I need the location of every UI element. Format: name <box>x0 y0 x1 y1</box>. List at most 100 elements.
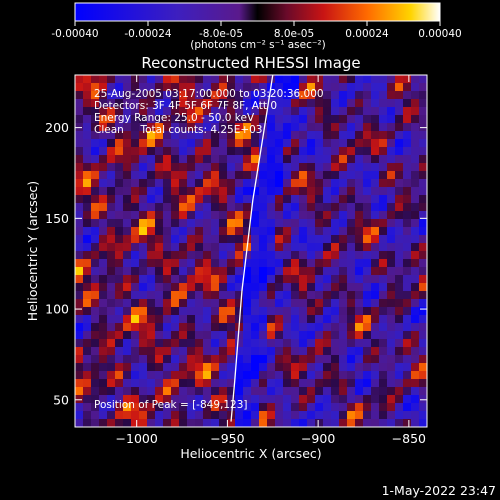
heatmap-cell <box>227 395 236 404</box>
heatmap-cell <box>355 283 364 292</box>
heatmap-cell <box>235 299 244 308</box>
heatmap-cell <box>243 227 252 236</box>
heatmap-cell <box>259 403 268 412</box>
heatmap-cell <box>163 243 172 252</box>
heatmap-cell <box>339 179 348 188</box>
heatmap-cell <box>155 139 164 148</box>
heatmap-cell <box>387 115 396 124</box>
heatmap-cell <box>299 243 308 252</box>
heatmap-cell <box>259 267 268 276</box>
heatmap-cell <box>235 171 244 180</box>
heatmap-cell <box>243 323 252 332</box>
heatmap-cell <box>195 163 204 172</box>
heatmap-cell <box>307 347 316 356</box>
heatmap-cell <box>99 227 108 236</box>
heatmap-cell <box>419 131 427 140</box>
heatmap-cell <box>291 131 300 140</box>
heatmap-cell <box>355 147 364 156</box>
heatmap-cell <box>211 171 220 180</box>
heatmap-cell <box>251 139 260 148</box>
heatmap-cell <box>339 171 348 180</box>
heatmap-cell <box>163 83 172 92</box>
heatmap-cell <box>347 355 356 364</box>
heatmap-cell <box>331 395 340 404</box>
heatmap-cell <box>283 291 292 300</box>
heatmap-cell <box>203 211 212 220</box>
heatmap-cell <box>419 411 427 420</box>
heatmap-cell <box>243 331 252 340</box>
heatmap-cell <box>323 99 332 108</box>
heatmap-cell <box>371 227 380 236</box>
heatmap-cell <box>227 219 236 228</box>
heatmap-cell <box>323 243 332 252</box>
heatmap-cell <box>403 299 412 308</box>
heatmap-cell <box>99 219 108 228</box>
heatmap-cell <box>163 179 172 188</box>
heatmap-cell <box>267 131 276 140</box>
heatmap-cell <box>387 195 396 204</box>
colorbar-units: (photons cm⁻² s⁻¹ asec⁻²) <box>190 39 325 51</box>
heatmap-cell <box>419 315 427 324</box>
heatmap-cell <box>363 419 372 427</box>
heatmap-cell <box>283 315 292 324</box>
heatmap-cell <box>315 195 324 204</box>
heatmap-cell <box>131 307 140 316</box>
heatmap-cell <box>203 75 212 84</box>
heatmap-cell <box>283 163 292 172</box>
heatmap-cell <box>363 411 372 420</box>
heatmap-cell <box>275 323 284 332</box>
heatmap-cell <box>355 187 364 196</box>
heatmap-cell <box>179 195 188 204</box>
heatmap-cell <box>83 107 92 116</box>
heatmap-cell <box>235 163 244 172</box>
heatmap-cell <box>75 251 84 260</box>
heatmap-cell <box>227 267 236 276</box>
heatmap-cell <box>347 211 356 220</box>
heatmap-cell <box>283 411 292 420</box>
heatmap-cell <box>235 75 244 84</box>
heatmap-cell <box>299 379 308 388</box>
heatmap-cell <box>91 99 100 108</box>
heatmap-cell <box>131 195 140 204</box>
heatmap-cell <box>347 123 356 132</box>
heatmap-cell <box>187 211 196 220</box>
heatmap-cell <box>291 171 300 180</box>
heatmap-cell <box>187 379 196 388</box>
heatmap-cell <box>139 115 148 124</box>
heatmap-cell <box>83 291 92 300</box>
heatmap-cell <box>363 155 372 164</box>
heatmap-cell <box>283 371 292 380</box>
heatmap-cell <box>395 75 404 84</box>
heatmap-cell <box>355 395 364 404</box>
heatmap-cell <box>187 371 196 380</box>
heatmap-cell <box>307 259 316 268</box>
y-axis-label: Heliocentric Y (arcsec) <box>25 181 40 321</box>
heatmap-cell <box>411 251 420 260</box>
heatmap-cell <box>91 171 100 180</box>
heatmap-cell <box>339 147 348 156</box>
heatmap-cell <box>419 107 427 116</box>
heatmap-cell <box>107 363 116 372</box>
heatmap-cell <box>307 203 316 212</box>
heatmap-cell <box>299 171 308 180</box>
heatmap-cell <box>163 171 172 180</box>
heatmap-cell <box>315 283 324 292</box>
heatmap-cell <box>75 355 84 364</box>
heatmap-cell <box>179 403 188 412</box>
heatmap-cell <box>251 275 260 284</box>
heatmap-cell <box>387 147 396 156</box>
heatmap-cell <box>195 283 204 292</box>
heatmap-cell <box>299 211 308 220</box>
heatmap-cell <box>163 99 172 108</box>
heatmap-cell <box>339 323 348 332</box>
heatmap-cell <box>323 291 332 300</box>
heatmap-cell <box>115 115 124 124</box>
heatmap-cell <box>267 419 276 427</box>
heatmap-cell <box>227 291 236 300</box>
heatmap-cell <box>163 107 172 116</box>
heatmap-cell <box>179 283 188 292</box>
heatmap-cell <box>155 315 164 324</box>
heatmap-cell <box>267 379 276 388</box>
heatmap-cell <box>411 419 420 427</box>
